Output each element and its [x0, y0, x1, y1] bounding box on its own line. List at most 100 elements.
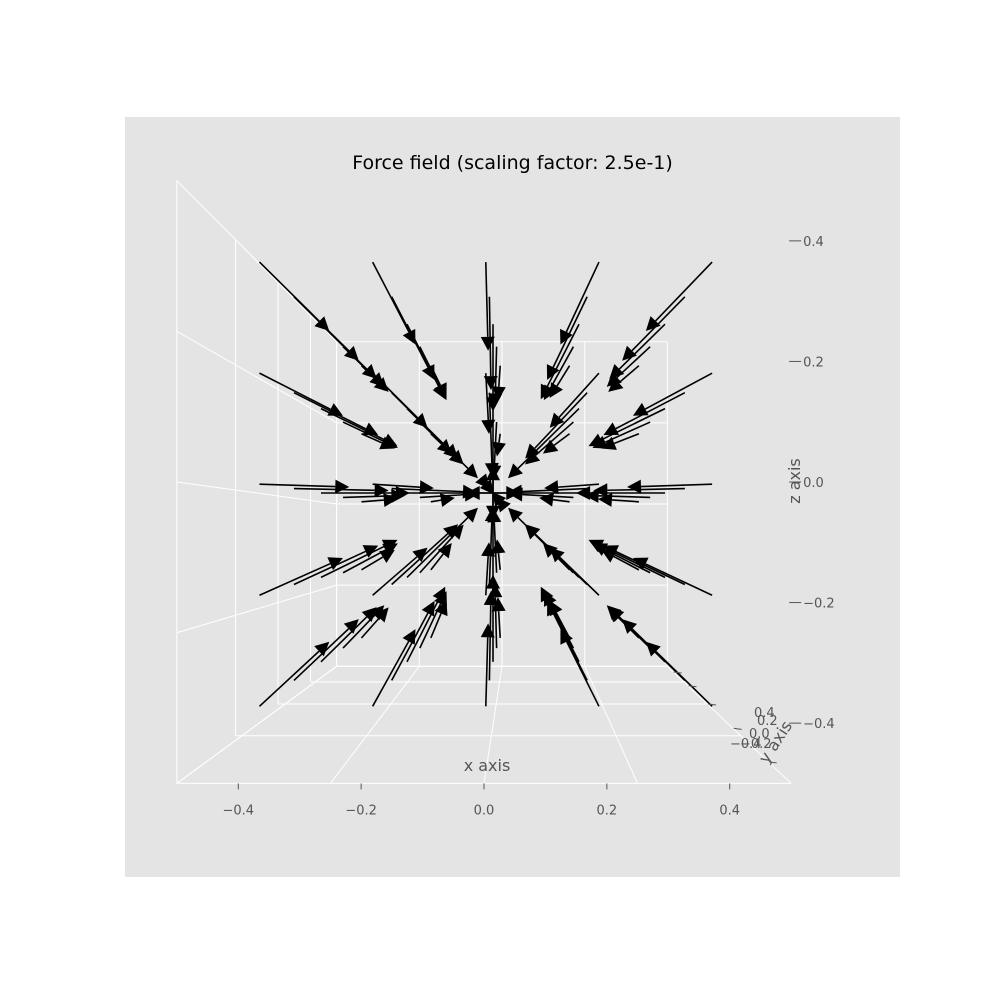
y-tick-mark: [768, 761, 777, 764]
force-arrow-head: [432, 383, 446, 400]
force-arrow-shaft: [618, 323, 666, 370]
force-arrow-head: [483, 591, 498, 606]
force-arrow-head: [421, 600, 435, 617]
force-arrow-head: [480, 623, 495, 638]
force-arrow-head: [314, 641, 330, 657]
force-arrow-head: [645, 641, 661, 657]
force-arrow-shaft: [552, 612, 588, 681]
force-arrow-head: [608, 377, 624, 392]
force-arrow-shaft: [258, 650, 320, 707]
force-arrow-shaft: [493, 422, 498, 466]
force-arrow-shaft: [342, 614, 376, 649]
z-tick-label: 0.0: [803, 476, 824, 491]
force-arrow-head: [327, 403, 343, 416]
force-arrow-shaft: [640, 483, 713, 488]
force-arrow-head: [546, 364, 560, 380]
force-arrow-head: [588, 433, 605, 447]
force-arrow-head: [484, 507, 499, 522]
grid-line: [176, 180, 337, 343]
force-arrow-head: [362, 545, 379, 558]
force-arrow-head: [481, 542, 496, 557]
force-arrow-head: [507, 484, 523, 499]
force-arrow-head: [632, 402, 649, 416]
grid-layer: [176, 180, 792, 784]
force-arrow-head: [463, 507, 478, 523]
force-arrow-head: [492, 441, 506, 457]
force-arrow-shaft: [488, 604, 492, 681]
force-arrow-shaft: [555, 612, 571, 639]
force-arrow-shaft: [522, 493, 574, 499]
force-arrow-head: [481, 419, 496, 435]
grid-line: [584, 666, 639, 784]
force-arrow-shaft: [419, 603, 442, 649]
force-arrow-shaft: [372, 556, 418, 596]
force-arrow-shaft: [372, 483, 420, 489]
y-tick-label: −0.4: [730, 737, 762, 752]
force-arrow-head: [343, 345, 359, 361]
force-arrow-shaft: [559, 556, 600, 596]
grid-line: [667, 665, 792, 784]
force-arrow-shaft: [558, 483, 600, 488]
x-tick-label: −0.4: [222, 803, 254, 818]
force-arrow-shaft: [645, 563, 713, 596]
force-arrow-shaft: [485, 373, 490, 421]
force-arrow-head: [443, 443, 459, 459]
y-tick-mark: [688, 685, 697, 688]
force-arrow-shaft: [343, 495, 392, 499]
z-tick-label: −0.2: [803, 597, 835, 612]
force-arrow-head: [606, 372, 622, 387]
force-arrow-shaft: [611, 499, 639, 503]
force-arrow-shaft: [556, 365, 571, 387]
grid-line: [330, 666, 420, 784]
force-arrow-shaft: [655, 650, 713, 707]
force-arrow-head: [419, 480, 434, 495]
force-arrow-shaft: [293, 550, 366, 586]
z-tick-label: 0.4: [803, 235, 824, 250]
force-arrow-head: [462, 484, 478, 499]
force-arrow-shaft: [618, 365, 640, 384]
force-arrow-shaft: [497, 553, 501, 570]
force-arrow-shaft: [553, 433, 571, 446]
force-arrow-head: [443, 524, 459, 539]
force-arrow-shaft: [430, 499, 442, 503]
force-arrow-head: [483, 375, 498, 391]
force-arrow-shaft: [494, 346, 498, 394]
force-arrow-head: [525, 450, 541, 465]
force-arrow-head: [622, 345, 637, 361]
force-arrow-head: [549, 412, 565, 428]
force-arrow-head: [544, 480, 559, 495]
force-arrow-shaft: [615, 550, 686, 586]
x-tick-label: −0.2: [345, 803, 377, 818]
force-arrow-head: [402, 328, 416, 345]
force-arrow-head: [402, 629, 416, 645]
force-arrow-head: [525, 443, 540, 459]
force-arrow-shaft: [485, 637, 489, 707]
force-arrow-shaft: [419, 534, 455, 574]
force-arrow-shaft: [342, 549, 386, 574]
force-arrow-shaft: [371, 261, 410, 333]
force-arrow-shaft: [430, 553, 444, 571]
force-arrow-head: [480, 336, 495, 351]
x-tick-label: 0.2: [597, 803, 618, 818]
force-arrow-shaft: [517, 408, 580, 470]
force-arrow-shaft: [494, 597, 498, 649]
force-arrow-head: [421, 364, 435, 380]
z-tick-label: 0.2: [803, 355, 824, 370]
force-arrow-head: [560, 629, 573, 645]
force-arrow-shaft: [259, 562, 331, 596]
chart-title: Force field (scaling factor: 2.5e-1): [352, 152, 673, 174]
force-arrow-shaft: [604, 421, 651, 443]
force-arrow-shaft: [293, 487, 375, 492]
force-arrow-head: [362, 422, 379, 436]
force-arrow-shaft: [488, 296, 492, 377]
force-arrow-head: [576, 486, 591, 500]
force-arrow-shaft: [361, 499, 384, 503]
force-arrow-shaft: [654, 261, 713, 322]
force-arrow-shaft: [534, 421, 574, 456]
force-arrow-head: [549, 382, 563, 398]
force-arrow-head: [449, 524, 464, 540]
force-arrow-shaft: [371, 640, 410, 707]
force-arrow-shaft: [558, 372, 600, 418]
force-arrow-shaft: [613, 555, 640, 571]
force-arrow-head: [632, 557, 649, 571]
